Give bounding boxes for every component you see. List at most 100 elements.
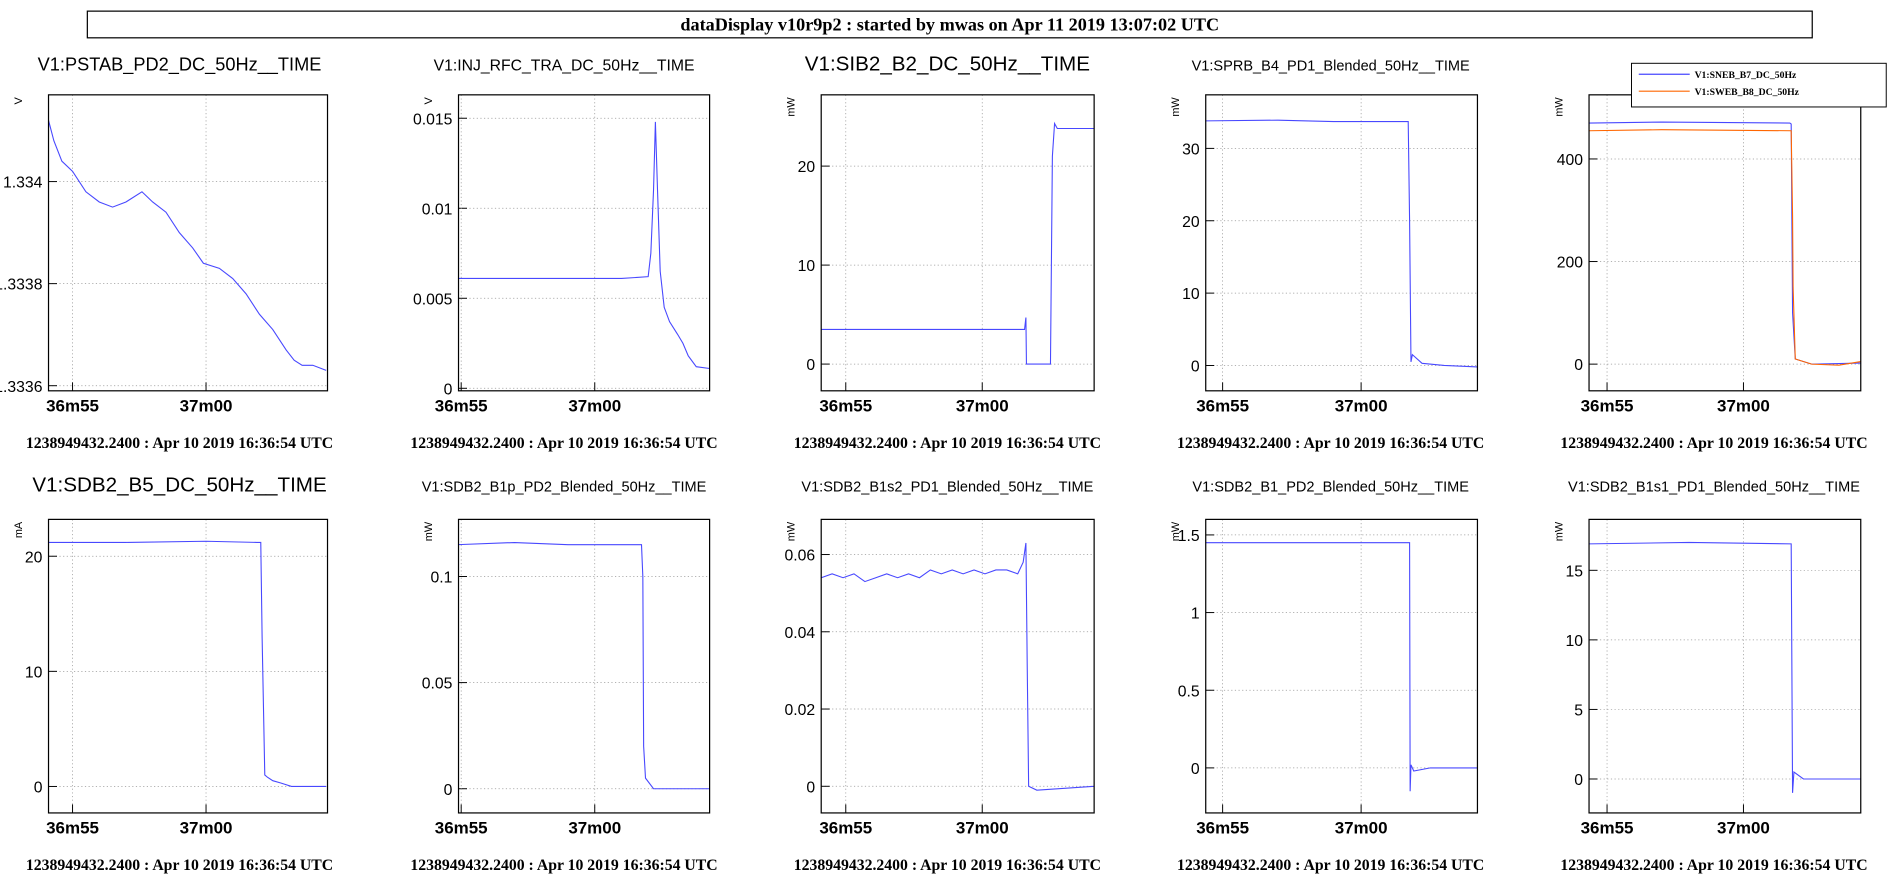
series-line — [821, 121, 1095, 365]
series-line — [1205, 119, 1478, 368]
y-tick-label: 5 — [1574, 702, 1583, 719]
x-tick-label: 36m55 — [435, 819, 488, 838]
y-tick-label: 0.015 — [413, 111, 453, 128]
y-tick-label: 200 — [1557, 255, 1584, 272]
chart-title: V1:SIB2_B2_DC_50Hz__TIME — [805, 53, 1090, 76]
y-tick-label: 0.01 — [422, 201, 453, 218]
y-axis-label: mW — [1553, 97, 1565, 117]
chart-title: V1:INJ_RFC_TRA_DC_50Hz__TIME — [434, 58, 695, 75]
legend: V1:SNEB_B7_DC_50Hz V1:SWEB_B8_DC_50Hz — [1631, 62, 1887, 108]
y-tick-label: 20 — [1182, 214, 1200, 231]
chart-title: V1:SDB2_B1s1_PD1_Blended_50Hz__TIME — [1568, 479, 1860, 495]
legend-box — [1631, 62, 1887, 108]
y-tick-label: 10 — [25, 664, 43, 681]
plot-frame — [457, 518, 711, 814]
series-line — [458, 121, 710, 370]
footnote: 1238949432.2400 : Apr 10 2019 16:36:54 U… — [1177, 857, 1484, 874]
footnote: 1238949432.2400 : Apr 10 2019 16:36:54 U… — [1560, 857, 1867, 874]
plot-frame — [1205, 518, 1479, 814]
y-tick-label: 0 — [806, 779, 815, 796]
plot-frame — [47, 518, 329, 814]
y-tick-label: 1.3338 — [0, 277, 43, 294]
footnote: 1238949432.2400 : Apr 10 2019 16:36:54 U… — [410, 435, 717, 452]
plot-frame — [457, 94, 711, 392]
y-tick-label: 0 — [1574, 772, 1583, 789]
y-axis-label: mW — [1170, 521, 1182, 541]
x-tick-label: 36m55 — [1196, 819, 1249, 838]
x-tick-label: 37m00 — [180, 396, 233, 415]
y-tick-label: 1.334 — [3, 175, 43, 192]
x-tick-label: 37m00 — [180, 819, 233, 838]
y-tick-label: 0.05 — [422, 676, 453, 693]
plot-frame — [820, 94, 1095, 392]
y-tick-label: 0 — [34, 780, 43, 797]
x-tick-label: 36m55 — [46, 396, 99, 415]
chart-panel: V1:SDB2_B1_PD2_Blended_50Hz__TIME mW 12389… — [1170, 479, 1484, 873]
plot-frame — [820, 518, 1095, 814]
x-tick-label: 37m00 — [956, 819, 1009, 838]
chart-panel: V1:SDB2_B5_DC_50Hz__TIME mA 1238949432.240… — [13, 473, 333, 873]
y-tick-label: 400 — [1557, 152, 1584, 169]
header-box — [86, 10, 1813, 39]
chart-panel: V1:INJ_RFC_TRA_DC_50Hz__TIME V 1238949432.… — [410, 58, 717, 452]
y-axis-label: mA — [13, 521, 25, 538]
x-tick-label: 37m00 — [1717, 819, 1770, 838]
chart-panel: V1:SDB2_B1s1_PD1_Blended_50Hz__TIME mW 123… — [1553, 479, 1867, 873]
y-axis-label: mW — [786, 521, 798, 541]
y-axis-label: mW — [786, 97, 798, 117]
series-line — [48, 540, 327, 788]
x-tick-label: 36m55 — [1581, 819, 1634, 838]
y-axis-label: mW — [1170, 97, 1182, 117]
y-tick-label: 0.005 — [413, 291, 453, 308]
y-axis-label: V — [13, 97, 25, 105]
series-line — [458, 541, 710, 790]
chart-panel: V1:SDB2_B1s2_PD1_Blended_50Hz__TIME mW 123… — [784, 479, 1101, 873]
plot-frame — [1588, 518, 1862, 814]
footnote: 1238949432.2400 : Apr 10 2019 16:36:54 U… — [1177, 435, 1484, 452]
chart-panel: V1:SIB2_B2_DC_50Hz__TIME mW 1238949432.240… — [786, 53, 1101, 452]
chart-title: V1:PSTAB_PD2_DC_50Hz__TIME — [38, 55, 322, 76]
x-tick-label: 36m55 — [819, 396, 872, 415]
legend-label: V1:SNEB_B7_DC_50Hz — [1695, 70, 1797, 81]
header-title: dataDisplay v10r9p2 : started by mwas on… — [680, 15, 1219, 35]
x-tick-label: 36m55 — [1196, 396, 1249, 415]
footnote: 1238949432.2400 : Apr 10 2019 16:36:54 U… — [794, 435, 1101, 452]
footnote: 1238949432.2400 : Apr 10 2019 16:36:54 U… — [410, 857, 717, 874]
series-line — [821, 542, 1095, 791]
y-axis-label: V — [423, 97, 435, 105]
x-tick-label: 37m00 — [568, 819, 621, 838]
y-tick-label: 0 — [806, 357, 815, 374]
x-tick-label: 37m00 — [1335, 819, 1388, 838]
y-axis-label: mW — [1553, 521, 1565, 541]
plot-frame — [1205, 94, 1479, 392]
footnote: 1238949432.2400 : Apr 10 2019 16:36:54 U… — [26, 435, 333, 452]
y-tick-label: 0.06 — [784, 548, 815, 565]
y-tick-label: 10 — [1565, 633, 1583, 650]
footnote: 1238949432.2400 : Apr 10 2019 16:36:54 U… — [1560, 435, 1867, 452]
chart-panel: V1:PSTAB_PD2_DC_50Hz__TIME V 1238949432.24… — [0, 55, 333, 452]
y-tick-label: 0 — [1191, 359, 1200, 376]
y-tick-label: 1.5 — [1178, 528, 1200, 545]
plot-frame — [1588, 94, 1862, 392]
y-tick-label: 20 — [25, 549, 43, 566]
footnote: 1238949432.2400 : Apr 10 2019 16:36:54 U… — [794, 857, 1101, 874]
y-tick-label: 0 — [444, 381, 453, 398]
legend-label: V1:SWEB_B8_DC_50Hz — [1695, 87, 1800, 98]
x-tick-label: 37m00 — [1717, 396, 1770, 415]
y-tick-label: 0 — [1574, 357, 1583, 374]
chart-panel: V1:SPRB_B4_PD1_Blended_50Hz__TIME mW 12389… — [1170, 59, 1484, 452]
footnote: 1238949432.2400 : Apr 10 2019 16:36:54 U… — [26, 857, 333, 874]
y-tick-label: 15 — [1565, 563, 1583, 580]
chart-panel: mW 1238949432.2400 : Apr 10 2019 16:36:54… — [1553, 62, 1887, 452]
y-tick-label: 1 — [1191, 606, 1200, 623]
plot-frame — [47, 94, 329, 392]
x-tick-label: 36m55 — [46, 819, 99, 838]
chart-title: V1:SDB2_B1s2_PD1_Blended_50Hz__TIME — [801, 479, 1093, 495]
chart-title: V1:SPRB_B4_PD1_Blended_50Hz__TIME — [1192, 59, 1470, 75]
y-tick-label: 0.1 — [431, 570, 453, 587]
y-tick-label: 1.3336 — [0, 379, 43, 396]
y-tick-label: 0.02 — [784, 702, 815, 719]
chart-title: V1:SDB2_B5_DC_50Hz__TIME — [32, 473, 326, 496]
x-tick-label: 36m55 — [1581, 396, 1634, 415]
